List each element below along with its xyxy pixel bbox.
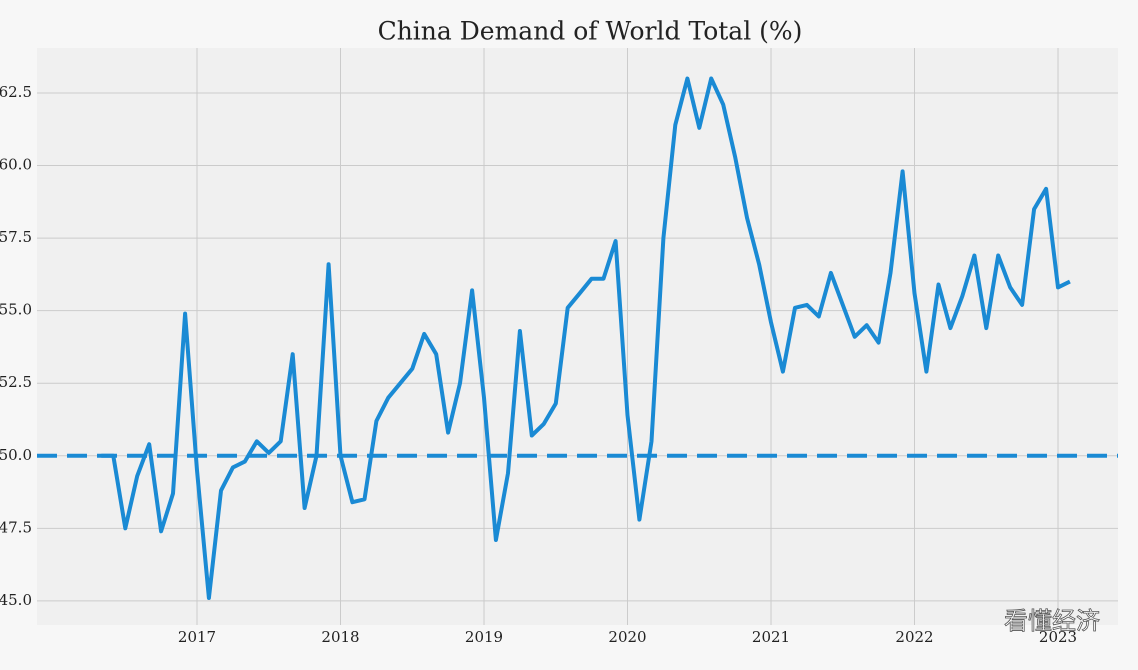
x-tick-label: 2017 (178, 628, 216, 646)
x-tick-label: 2019 (465, 628, 503, 646)
x-tick-label: 2020 (608, 628, 646, 646)
y-tick-label: 50.0 (0, 446, 32, 464)
y-tick-label: 45.0 (0, 591, 32, 609)
y-tick-label: 52.5 (0, 373, 32, 391)
x-tick-label: 2023 (1039, 628, 1077, 646)
y-tick-label: 60.0 (0, 156, 32, 174)
x-tick-label: 2018 (321, 628, 359, 646)
y-tick-label: 55.0 (0, 301, 32, 319)
y-tick-label: 62.5 (0, 83, 32, 101)
plot-area (37, 48, 1118, 625)
watermark: 看懂经济 (1004, 607, 1100, 635)
chart-title: China Demand of World Total (%) (378, 17, 803, 46)
y-tick-label: 47.5 (0, 518, 32, 536)
x-tick-label: 2021 (752, 628, 790, 646)
data-line (101, 76, 1071, 600)
y-tick-label: 57.5 (0, 228, 32, 246)
x-tick-label: 2022 (895, 628, 933, 646)
